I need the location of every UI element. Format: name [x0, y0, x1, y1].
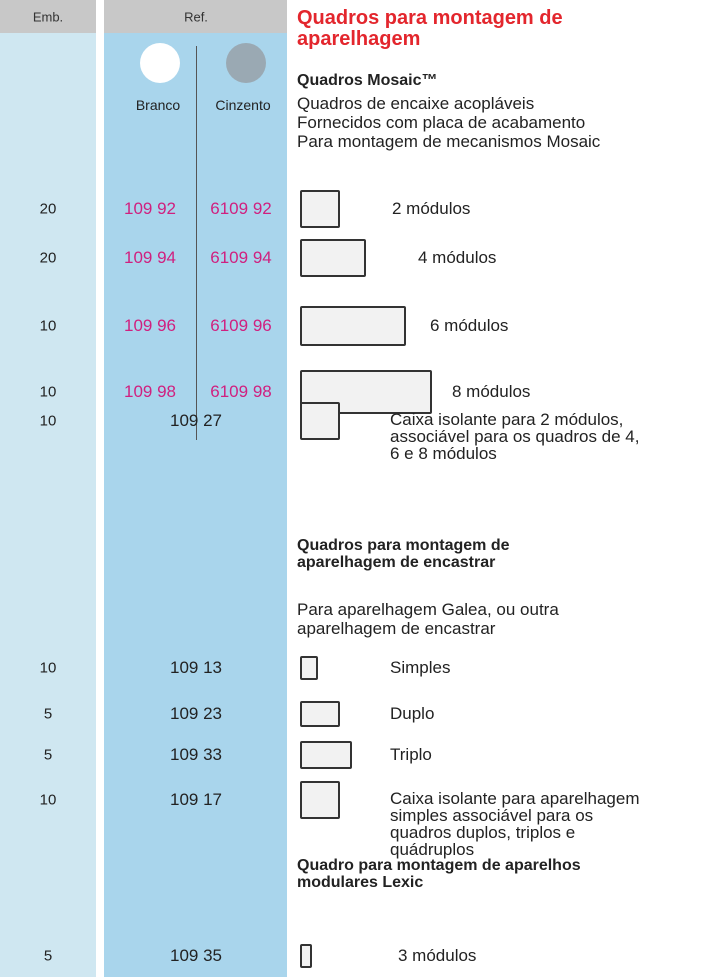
- ref-code: 109 27: [170, 411, 222, 430]
- section-title: modulares Lexic: [297, 874, 424, 891]
- product-label: 6 módulos: [430, 316, 509, 335]
- emb-qty: 20: [39, 200, 57, 218]
- product-label: Caixa isolante para aparelhagem: [390, 789, 640, 808]
- ref-code: 109 35: [170, 946, 222, 965]
- section-description: Para aparelhagem Galea, ou outra: [297, 600, 559, 619]
- emb-qty: 10: [39, 791, 57, 809]
- product-label: Triplo: [390, 745, 432, 764]
- ref-code: 109 13: [170, 658, 222, 677]
- white-label: Branco: [135, 97, 181, 113]
- emb-qty: 10: [39, 659, 57, 677]
- ref-grey: 6109 94: [210, 248, 272, 267]
- page-title: Quadros para montagem de: [297, 7, 563, 29]
- ref-white: 109 92: [124, 199, 176, 218]
- product-label: quádruplos: [390, 840, 475, 859]
- page-title: aparelhagem: [297, 28, 421, 50]
- ref-grey: 6109 96: [210, 316, 272, 335]
- grey-label: Cinzento: [215, 97, 271, 113]
- section-title: aparelhagem de encastrar: [297, 554, 496, 571]
- product-label: 8 módulos: [452, 382, 531, 401]
- product-label: 6 e 8 módulos: [390, 444, 497, 463]
- product-label: Duplo: [390, 704, 435, 723]
- product-label: simples associável para os: [390, 806, 594, 825]
- section-title: Quadro para montagem de aparelhos: [297, 857, 581, 874]
- product-icon: [300, 701, 340, 727]
- product-label: 2 módulos: [392, 199, 471, 218]
- product-label: Simples: [390, 658, 451, 677]
- emb-column: [0, 0, 96, 977]
- product-label: 3 módulos: [398, 946, 477, 965]
- product-label: 4 módulos: [418, 248, 497, 267]
- ref-code: 109 17: [170, 790, 222, 809]
- ref-white: 109 98: [124, 382, 176, 401]
- product-label: Caixa isolante para 2 módulos,: [390, 410, 624, 429]
- section-description: Para montagem de mecanismos Mosaic: [297, 132, 601, 151]
- column-divider: [196, 46, 197, 440]
- emb-qty: 5: [43, 705, 53, 723]
- emb-qty: 20: [39, 249, 57, 267]
- product-icon: [300, 306, 406, 346]
- ref-grey: 6109 92: [210, 199, 272, 218]
- emb-qty: 5: [43, 947, 53, 965]
- emb-qty: 10: [39, 317, 57, 335]
- white-swatch: [140, 43, 180, 83]
- product-label: quadros duplos, triplos e: [390, 823, 576, 842]
- emb-qty: 10: [39, 412, 57, 430]
- product-icon: [300, 781, 340, 819]
- product-icon: [300, 656, 318, 680]
- section-description: Quadros de encaixe acopláveis: [297, 94, 535, 113]
- ref-code: 109 23: [170, 704, 222, 723]
- ref-white: 109 94: [124, 248, 176, 267]
- section-title: Quadros Mosaic™: [297, 72, 438, 89]
- grey-swatch: [226, 43, 266, 83]
- product-label: associável para os quadros de 4,: [390, 427, 640, 446]
- ref-column: [104, 0, 287, 977]
- section-title: Quadros para montagem de: [297, 537, 510, 554]
- product-icon: [300, 944, 312, 968]
- ref-grey: 6109 98: [210, 382, 272, 401]
- ref-white: 109 96: [124, 316, 176, 335]
- ref-code: 109 33: [170, 745, 222, 764]
- product-icon: [300, 741, 352, 769]
- section-description: aparelhagem de encastrar: [297, 619, 496, 638]
- emb-header-bar: [0, 0, 96, 33]
- ref-header: Ref.: [184, 9, 208, 25]
- emb-qty: 10: [39, 383, 57, 401]
- section-description: Fornecidos com placa de acabamento: [297, 113, 586, 132]
- emb-header: Emb.: [32, 9, 64, 25]
- product-icon: [300, 190, 340, 228]
- ref-header-bar: [104, 0, 287, 33]
- emb-qty: 5: [43, 746, 53, 764]
- product-icon: [300, 239, 366, 277]
- product-icon: [300, 402, 340, 440]
